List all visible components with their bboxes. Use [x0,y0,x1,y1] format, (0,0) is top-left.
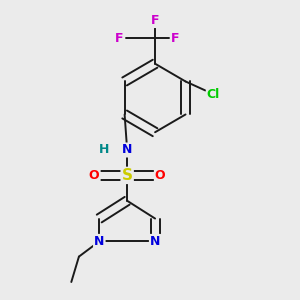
Text: F: F [115,32,124,45]
Text: F: F [171,32,180,45]
Text: O: O [155,169,166,182]
Text: N: N [150,235,160,248]
Text: S: S [122,168,133,183]
Text: N: N [122,143,132,157]
Text: F: F [151,14,159,27]
Text: H: H [99,143,110,157]
Text: N: N [94,235,104,248]
Text: O: O [89,169,100,182]
Text: Cl: Cl [207,88,220,101]
